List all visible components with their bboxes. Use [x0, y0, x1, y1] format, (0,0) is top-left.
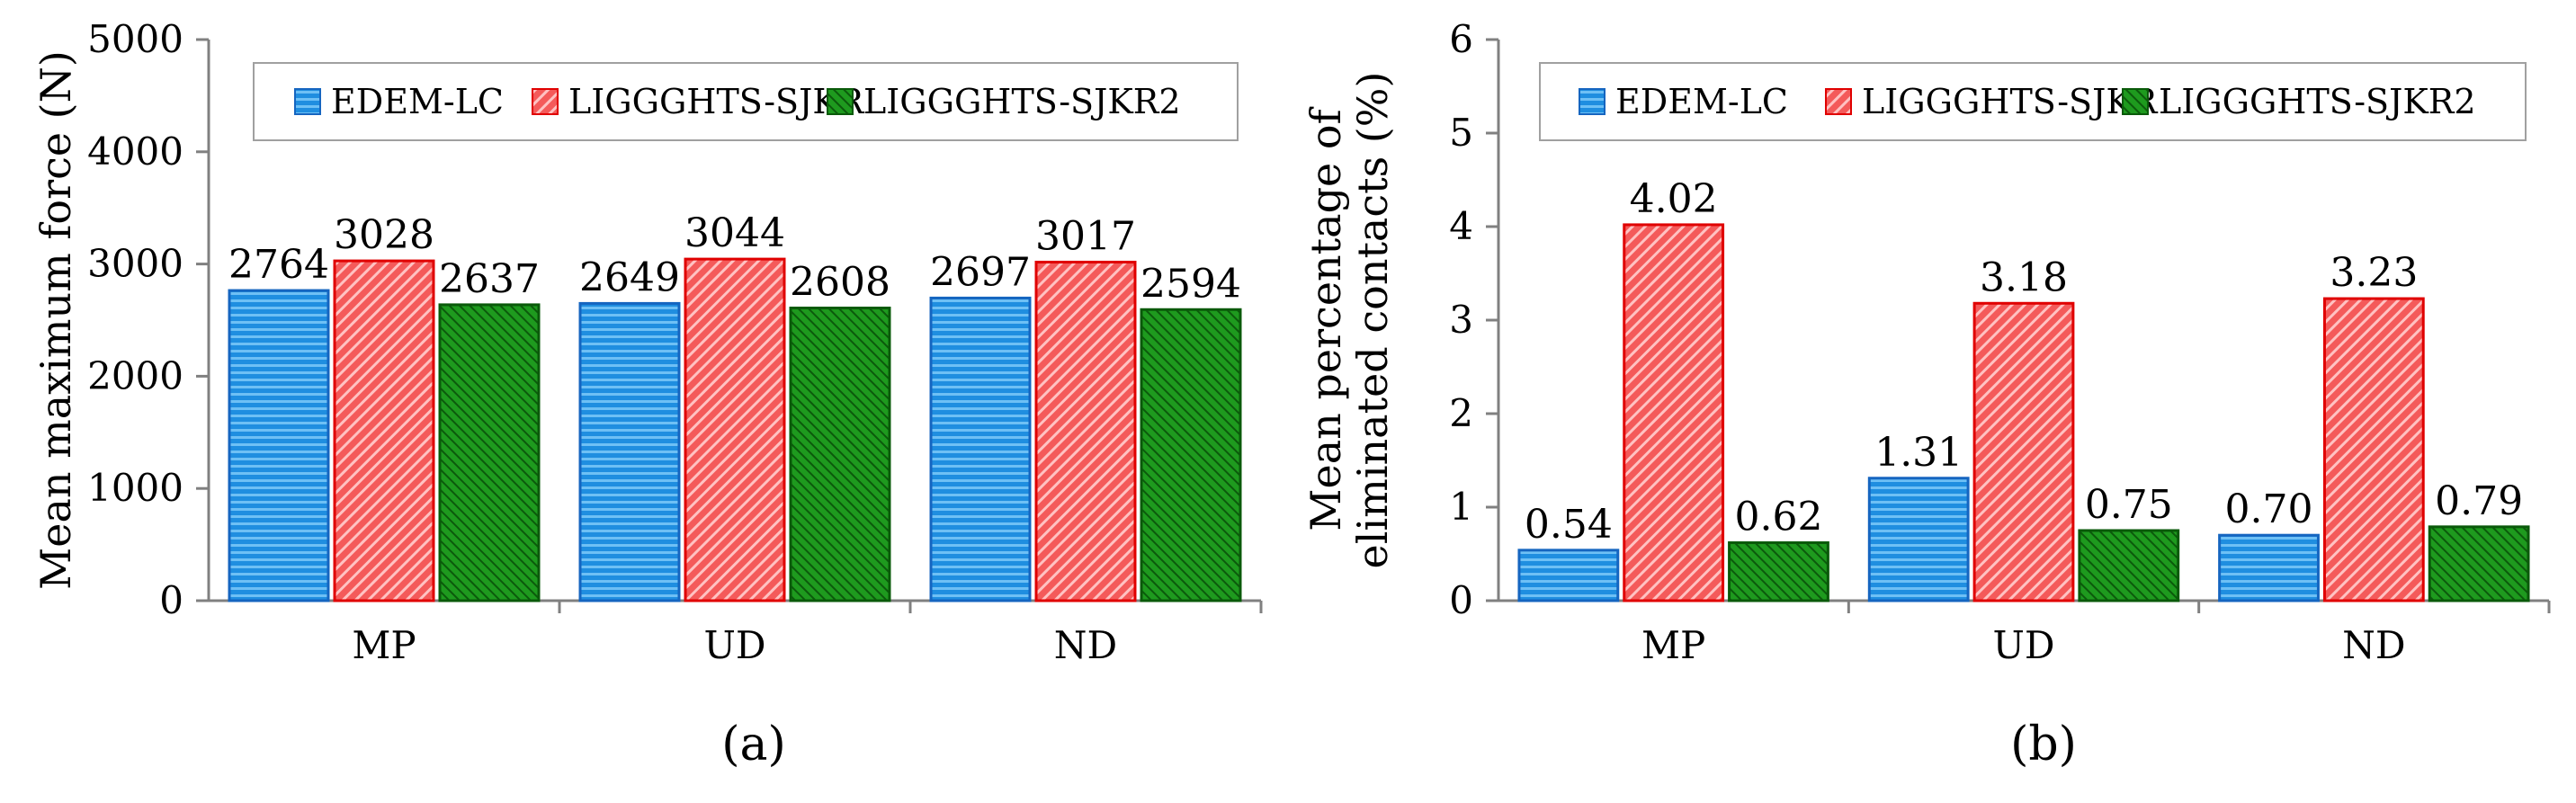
legend-swatch	[294, 88, 321, 115]
legend-swatch	[2122, 88, 2149, 115]
legend-label: LIGGGHTS-SJKR2	[2159, 82, 2476, 121]
x-tick-label: UD	[1992, 623, 2054, 667]
legend-box	[1539, 62, 2527, 141]
y-tick-label: 2	[1449, 391, 1473, 435]
panel-label: (b)	[2010, 718, 2077, 772]
bar-liggghts-sjkr2-mp	[1728, 541, 1829, 602]
y-axis-title: Mean percentage ofeliminated contacts (%…	[1301, 72, 1397, 569]
data-label: 3017	[1035, 213, 1136, 259]
y-axis-title: Mean maximum force (N)	[31, 50, 80, 590]
y-tick-label: 3000	[87, 242, 183, 286]
bar-edem-lc-ud	[1867, 477, 1970, 602]
y-tick-label: 1	[1449, 485, 1473, 529]
bar-edem-lc-mp	[228, 289, 330, 602]
data-label: 3028	[334, 212, 434, 258]
data-label: 3.23	[2330, 250, 2418, 296]
y-tick-label: 6	[1449, 17, 1473, 61]
data-label: 2697	[930, 249, 1031, 295]
legend-swatch	[532, 88, 559, 115]
bar-liggghts-sjkr-mp	[1623, 223, 1725, 602]
x-tick-label: MP	[1641, 623, 1705, 667]
legend-label: EDEM-LC	[1615, 82, 1788, 121]
y-tick-label: 5000	[87, 17, 183, 61]
legend-swatch	[1825, 88, 1852, 115]
y-tick-label: 4000	[87, 129, 183, 174]
data-label: 0.75	[2085, 482, 2173, 528]
bar-edem-lc-nd	[2218, 533, 2320, 602]
legend-label: LIGGGHTS-SJKR	[1862, 82, 2159, 121]
bar-liggghts-sjkr2-ud	[2078, 529, 2180, 602]
data-label: 1.31	[1874, 430, 1963, 476]
y-tick-label: 1000	[87, 466, 183, 510]
bar-liggghts-sjkr-mp	[333, 259, 435, 602]
y-axis-title-line: Mean percentage of	[1301, 106, 1350, 531]
y-tick-label: 4	[1449, 204, 1473, 248]
data-label: 2637	[439, 256, 540, 302]
bar-liggghts-sjkr-nd	[1034, 260, 1137, 602]
data-label: 0.54	[1525, 502, 1613, 548]
bar-liggghts-sjkr-ud	[1972, 301, 2075, 602]
x-tick-label: ND	[2342, 623, 2405, 667]
bar-liggghts-sjkr2-ud	[789, 307, 891, 602]
bar-edem-lc-nd	[929, 296, 1032, 602]
y-tick-label: 0	[159, 578, 183, 622]
bar-edem-lc-ud	[578, 301, 681, 602]
panel-label: (a)	[721, 718, 786, 772]
data-label: 2649	[579, 254, 680, 300]
data-label: 3.18	[1980, 254, 2068, 300]
data-label: 2608	[790, 260, 890, 306]
y-tick-label: 5	[1449, 111, 1473, 155]
data-label: 4.02	[1630, 176, 1718, 222]
legend-label: LIGGGHTS-SJKR	[568, 82, 865, 121]
y-tick-label: 0	[1449, 578, 1473, 622]
legend-swatch	[1579, 88, 1606, 115]
bar-liggghts-sjkr-nd	[2322, 297, 2425, 602]
legend-box	[253, 62, 1239, 141]
data-label: 0.62	[1734, 495, 1822, 540]
legend-label: LIGGGHTS-SJKR2	[863, 82, 1181, 121]
bar-edem-lc-mp	[1517, 549, 1620, 602]
bar-liggghts-sjkr-ud	[684, 257, 786, 602]
bar-liggghts-sjkr2-mp	[438, 303, 541, 602]
data-label: 0.70	[2225, 486, 2313, 532]
bar-liggghts-sjkr2-nd	[1140, 308, 1242, 602]
y-tick-label: 3	[1449, 298, 1473, 342]
legend-swatch	[827, 88, 854, 115]
data-label: 3044	[684, 210, 785, 256]
data-label: 0.79	[2435, 478, 2523, 524]
x-tick-label: ND	[1054, 623, 1117, 667]
y-axis-title-line: Mean maximum force (N)	[31, 50, 80, 590]
panel-b: 0 1 2 3 4 5 6 Mean percentage ofeliminated cont…	[1301, 17, 2551, 772]
y-tick-label: 2000	[87, 353, 183, 397]
y-axis-title-line: eliminated contacts (%)	[1348, 72, 1397, 569]
data-label: 2764	[228, 242, 329, 288]
legend-label: EDEM-LC	[331, 82, 504, 121]
x-tick-label: MP	[352, 623, 416, 667]
data-label: 2594	[1140, 261, 1241, 307]
x-tick-label: UD	[703, 623, 765, 667]
bar-liggghts-sjkr2-nd	[2428, 525, 2530, 602]
